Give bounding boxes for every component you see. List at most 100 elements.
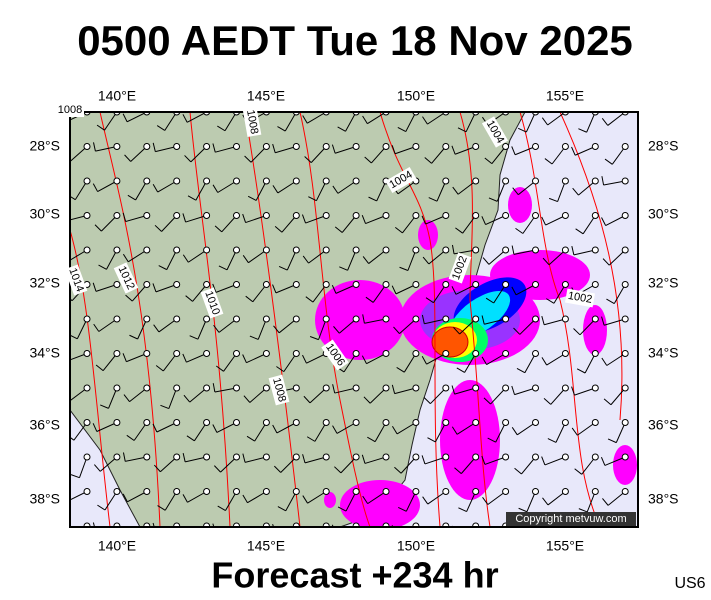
isobar-label: 1008: [242, 106, 262, 138]
barb-station: [412, 488, 420, 495]
frame: [69, 111, 639, 528]
barb-staff: [101, 215, 118, 232]
barb-flag: [92, 282, 97, 292]
barb-flag: [94, 224, 102, 232]
lat-label: 34°S: [648, 345, 679, 361]
barb-station: [591, 143, 599, 150]
barb-staff: [397, 180, 417, 195]
barb-station: [322, 143, 330, 150]
barb-staff: [275, 146, 297, 154]
barb-flag: [63, 493, 67, 501]
barb-staff: [130, 146, 148, 162]
barb-station: [113, 143, 121, 150]
barb-staff: [247, 491, 267, 504]
barb-staff: [204, 525, 207, 527]
barb-station: [502, 177, 510, 185]
copyright-box: [506, 512, 636, 526]
barb-flag: [546, 298, 555, 304]
barb-station: [412, 212, 420, 219]
barb-flag: [122, 493, 128, 503]
barb-flag: [153, 324, 160, 333]
barb-flag: [65, 534, 71, 541]
barb-staff: [615, 422, 626, 443]
barb-staff: [284, 112, 297, 132]
barb-station: [561, 350, 569, 357]
barb-flag: [157, 505, 166, 511]
barb-staff: [285, 491, 297, 512]
barb-flag: [458, 507, 467, 512]
barb-station: [591, 281, 599, 288]
barb-staff: [464, 353, 477, 373]
barb-staff: [73, 422, 88, 441]
barb-flag: [541, 216, 547, 226]
barb-station: [472, 246, 480, 254]
barb-flag: [425, 297, 434, 304]
barb-station: [621, 246, 629, 254]
barb-station: [262, 212, 270, 219]
barb-station: [292, 143, 300, 150]
barb-staff: [364, 456, 387, 464]
barb-staff: [456, 422, 476, 435]
barb-station: [173, 384, 181, 392]
barb-staff: [155, 146, 177, 153]
barb-staff: [186, 353, 207, 363]
barb-station: [561, 246, 569, 254]
barb-station: [113, 488, 121, 495]
barb-station: [412, 143, 420, 150]
barb-staff: [345, 491, 357, 512]
barb-staff: [428, 249, 447, 265]
barb-flag: [242, 453, 246, 463]
barb-staff: [133, 422, 148, 441]
barb-station: [442, 453, 450, 461]
barb-staff: [79, 456, 88, 478]
barb-flag: [158, 265, 167, 271]
isobar-label-bg: [242, 106, 262, 138]
barb-staff: [127, 491, 148, 503]
barb-staff: [429, 387, 447, 405]
barb-flag: [602, 258, 610, 266]
barb-flag: [154, 224, 162, 232]
barb-station: [352, 488, 360, 495]
barb-staff: [70, 353, 88, 361]
barb-flag: [485, 297, 494, 304]
barb-staff: [126, 353, 147, 363]
barb-staff: [164, 112, 178, 131]
barb-station: [173, 315, 181, 323]
barb-staff: [574, 146, 596, 156]
lat-label: 30°S: [648, 206, 679, 222]
barb-staff: [516, 422, 536, 436]
barb-station: [591, 315, 599, 323]
barb-staff: [544, 318, 566, 326]
barb-station: [113, 350, 121, 357]
barb-staff: [399, 318, 417, 335]
barb-station: [621, 419, 629, 426]
barb-station: [502, 419, 510, 426]
barb-staff: [246, 353, 267, 364]
barb-staff: [335, 146, 357, 154]
barb-station: [502, 315, 510, 323]
barb-staff: [225, 491, 237, 511]
barb-staff: [248, 249, 267, 264]
barb-station: [292, 419, 300, 426]
barb-staff: [108, 387, 118, 409]
barb-staff: [98, 318, 118, 332]
lat-label: 28°S: [648, 138, 679, 154]
barb-flag: [488, 197, 498, 202]
barb-staff: [519, 318, 536, 335]
barb-station: [203, 315, 211, 323]
barb-flag: [185, 535, 191, 541]
barb-staff: [394, 146, 417, 155]
barb-flag: [365, 537, 372, 543]
barb-flag: [186, 435, 195, 442]
barb-flag: [601, 316, 605, 326]
barb-station: [262, 453, 270, 461]
barb-staff: [584, 353, 596, 374]
barb-staff: [610, 387, 626, 406]
barb-flag: [397, 126, 407, 132]
barb-staff: [223, 353, 237, 372]
barb-staff: [125, 215, 147, 223]
barb-staff: [553, 284, 566, 304]
barb-station: [83, 246, 91, 254]
barb-station: [83, 212, 91, 219]
isobar-label-bg: [448, 252, 472, 284]
